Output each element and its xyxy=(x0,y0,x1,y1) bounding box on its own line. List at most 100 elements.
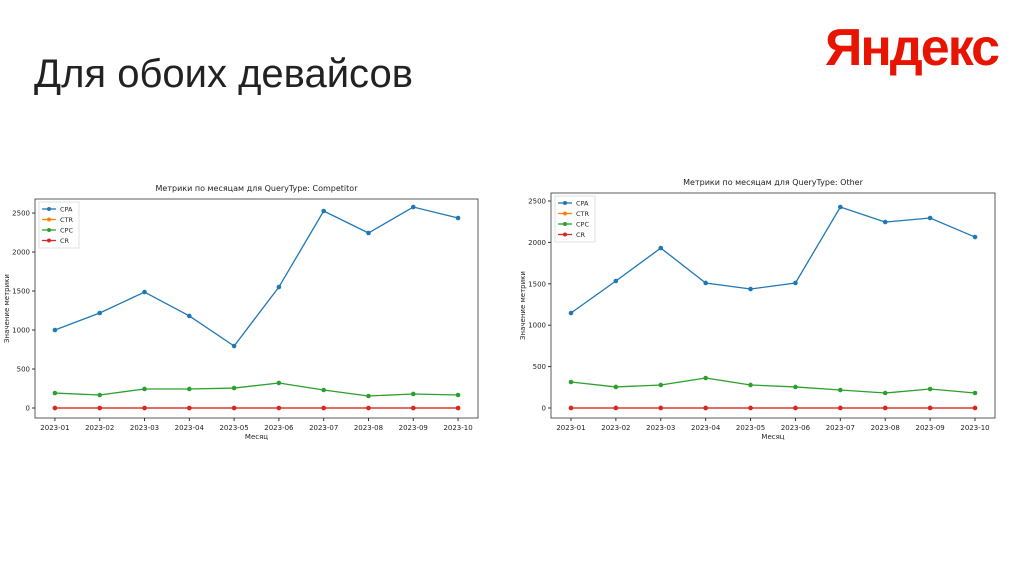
legend-marker xyxy=(47,217,51,222)
x-tick-label: 2023-03 xyxy=(646,424,675,432)
point xyxy=(52,405,58,411)
x-tick-label: 2023-05 xyxy=(219,424,248,432)
y-tick-label: 2000 xyxy=(528,239,546,247)
point xyxy=(613,384,619,390)
x-tick-label: 2023-09 xyxy=(399,424,428,432)
y-tick-label: 2000 xyxy=(12,249,30,257)
point xyxy=(882,405,888,411)
x-tick-label: 2023-04 xyxy=(175,424,205,432)
point xyxy=(613,405,619,411)
legend-label: CR xyxy=(576,231,586,239)
point xyxy=(455,392,461,398)
point xyxy=(142,405,147,411)
point xyxy=(838,405,843,411)
legend-marker xyxy=(563,232,567,237)
x-tick-label: 2023-06 xyxy=(264,424,294,432)
series-line xyxy=(54,206,459,347)
logo: Яндекс xyxy=(825,19,1000,77)
point xyxy=(187,386,192,392)
point xyxy=(231,405,237,411)
legend-label: CPA xyxy=(576,200,589,208)
point xyxy=(703,280,708,286)
x-tick-label: 2023-04 xyxy=(691,424,721,432)
point xyxy=(838,387,843,393)
y-tick-label: 2500 xyxy=(528,198,546,206)
point xyxy=(703,375,708,381)
point xyxy=(97,392,103,398)
legend-label: CPC xyxy=(60,227,73,235)
legend-label: CR xyxy=(60,237,70,245)
y-tick-label: 0 xyxy=(542,404,546,412)
point xyxy=(52,390,58,396)
chart-title: Метрики по месяцам для QueryType: Compet… xyxy=(156,184,359,193)
point xyxy=(748,286,753,292)
point xyxy=(658,382,664,388)
y-tick-label: 500 xyxy=(533,363,546,371)
point xyxy=(927,405,933,411)
point xyxy=(793,384,798,390)
legend-marker xyxy=(563,211,567,216)
point xyxy=(142,289,147,295)
legend-label: CPA xyxy=(60,206,73,214)
point xyxy=(366,393,371,399)
point xyxy=(568,405,574,411)
x-tick-label: 2023-01 xyxy=(40,424,69,432)
point xyxy=(276,284,282,290)
series-line xyxy=(54,382,459,397)
point xyxy=(97,405,103,411)
point xyxy=(321,405,326,411)
point xyxy=(97,310,103,316)
point xyxy=(882,390,888,396)
point xyxy=(410,391,416,397)
point xyxy=(410,405,416,411)
point xyxy=(455,215,461,221)
legend-label: CPC xyxy=(576,221,589,229)
point xyxy=(658,405,664,411)
y-axis-label: Значение метрики xyxy=(3,274,11,343)
series-line xyxy=(570,206,976,314)
point xyxy=(927,386,933,392)
point xyxy=(187,313,192,319)
x-tick-label: 2023-01 xyxy=(556,424,585,432)
x-tick-label: 2023-09 xyxy=(916,424,945,432)
legend-marker xyxy=(563,222,567,226)
point xyxy=(658,245,664,251)
point xyxy=(455,405,461,411)
x-tick-label: 2023-02 xyxy=(601,424,630,432)
point xyxy=(748,405,753,411)
x-axis-label: Месяц xyxy=(245,433,268,441)
point xyxy=(927,215,933,221)
point xyxy=(793,280,798,286)
x-tick-label: 2023-02 xyxy=(85,424,114,432)
point xyxy=(568,379,574,385)
point xyxy=(972,390,978,396)
point xyxy=(321,208,326,214)
legend-marker xyxy=(47,228,51,232)
point xyxy=(231,343,237,349)
legend-label: CTR xyxy=(576,210,590,218)
point xyxy=(613,278,619,284)
slide-title: Для обоих девайсов xyxy=(34,52,413,96)
point xyxy=(366,405,371,411)
legend-marker xyxy=(47,238,51,243)
chart: Метрики по месяцам для QueryType: Other 0… xyxy=(519,178,996,441)
point xyxy=(366,230,371,236)
point xyxy=(838,204,843,210)
y-tick-label: 2500 xyxy=(12,210,30,218)
y-tick-label: 1500 xyxy=(12,288,30,296)
point xyxy=(748,382,753,388)
x-tick-label: 2023-08 xyxy=(871,424,900,432)
x-tick-label: 2023-10 xyxy=(443,424,472,432)
legend-label: CTR xyxy=(60,216,74,224)
x-tick-label: 2023-06 xyxy=(781,424,811,432)
y-tick-label: 1000 xyxy=(12,327,30,335)
point xyxy=(187,405,192,411)
point xyxy=(568,310,574,316)
point xyxy=(882,219,888,225)
plot-frame xyxy=(550,192,996,419)
point xyxy=(793,405,798,411)
x-axis-label: Месяц xyxy=(761,433,784,441)
chart-title: Метрики по месяцам для QueryType: Other xyxy=(683,178,863,187)
